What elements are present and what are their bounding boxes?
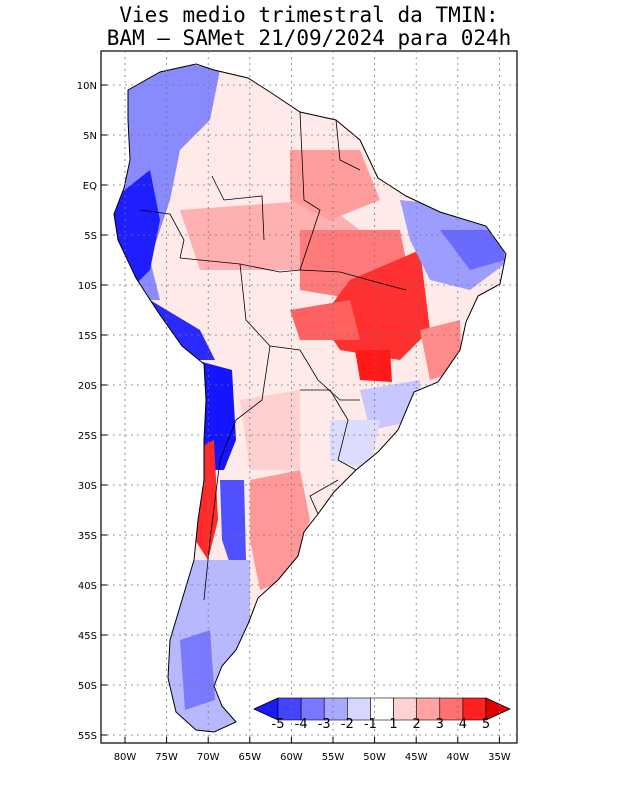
lat-label: 40S	[78, 581, 97, 592]
colorbar-arrow-right	[485, 697, 511, 721]
lat-label: 20S	[78, 381, 97, 392]
colorbar-label: -5	[272, 717, 285, 732]
lat-label: 35S	[78, 531, 97, 542]
colorbar-label: 2	[413, 717, 421, 732]
colorbar-label: -2	[341, 717, 354, 732]
lon-label: 65W	[238, 752, 261, 763]
lon-label: 60W	[280, 752, 303, 763]
lon-label: 50W	[363, 752, 386, 763]
lat-label: 5S	[84, 231, 97, 242]
colorbar-label: 5	[482, 717, 490, 732]
lat-label: 25S	[78, 431, 97, 442]
lon-label: 55W	[322, 752, 345, 763]
lon-label: 80W	[114, 752, 137, 763]
lat-label: EQ	[83, 181, 97, 192]
lon-label: 75W	[155, 752, 178, 763]
country-borders	[139, 111, 407, 601]
colorbar-label: -4	[295, 717, 308, 732]
map-title-line2: BAM – SAMet 21/09/2024 para 024h	[106, 26, 512, 50]
colorbar-label: 1	[389, 717, 397, 732]
lat-label: 10S	[78, 281, 97, 292]
coastline	[113, 63, 507, 733]
lat-label: 55S	[78, 731, 97, 742]
lon-label: 45W	[405, 752, 428, 763]
lon-label: 70W	[197, 752, 220, 763]
colorbar-label: 4	[459, 717, 467, 732]
colorbar-label: 3	[436, 717, 444, 732]
lat-label: 30S	[78, 481, 97, 492]
lat-label: 45S	[78, 631, 97, 642]
colorbar-label: -1	[364, 717, 377, 732]
colorbar-label: -3	[318, 717, 331, 732]
lon-label: 40W	[446, 752, 469, 763]
map-title-line1: Vies medio trimestral da TMIN:	[119, 3, 499, 27]
graticule	[101, 51, 517, 743]
lat-label: 10N	[77, 81, 97, 92]
colorbar: -5 -4 -3 -2 -1 1 2 3 4 5	[253, 697, 511, 732]
lat-label: 5N	[83, 131, 97, 142]
lat-label: 15S	[78, 331, 97, 342]
lon-label: 35W	[488, 752, 511, 763]
axis-labels: 10N 5N EQ 5S 10S 15S 20S 25S 30S 35S 40S 45S 50S 55S 8…	[77, 81, 511, 763]
lat-label: 50S	[78, 681, 97, 692]
